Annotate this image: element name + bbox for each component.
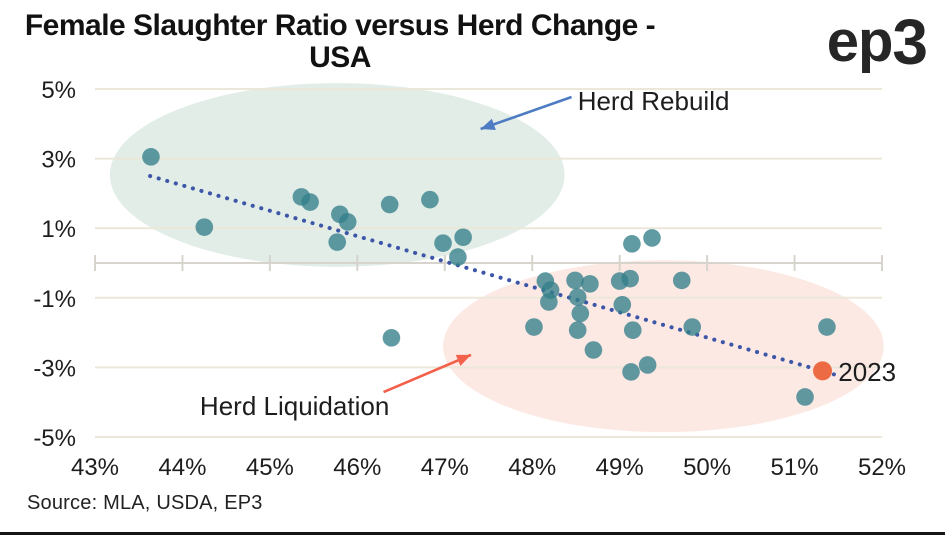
scatter-point xyxy=(566,271,584,290)
scatter-point xyxy=(584,341,603,359)
scatter-point xyxy=(301,193,319,211)
scatter-point xyxy=(142,148,160,166)
y-tick-label: -3% xyxy=(33,355,76,382)
scatter-point xyxy=(818,318,836,336)
y-tick-label: 5% xyxy=(41,77,76,104)
scatter-point xyxy=(672,271,691,290)
region-herd-rebuild xyxy=(109,83,565,267)
scatter-point xyxy=(338,213,357,231)
scatter-point xyxy=(623,321,642,339)
scatter-point xyxy=(568,288,587,306)
scatter-point xyxy=(449,248,467,266)
scatter-point xyxy=(328,233,347,251)
x-tick-label: 46% xyxy=(333,454,381,481)
scatter-point xyxy=(421,190,439,209)
highlight-label-2023: 2023 xyxy=(838,357,896,387)
y-tick-label: -5% xyxy=(33,425,76,452)
scatter-point xyxy=(195,218,214,236)
annotation-arrow-herd-rebuild xyxy=(480,95,573,131)
scatter-point xyxy=(796,388,814,406)
scatter-point xyxy=(568,321,587,339)
ep3-logo-three: 3 xyxy=(892,6,928,78)
annotation-arrow-herd-liquidation xyxy=(383,353,472,394)
annotation-label-herd-liquidation: Herd Liquidation xyxy=(200,391,389,421)
scatter-point xyxy=(454,228,472,247)
scatter-point xyxy=(540,293,558,311)
ep3-logo-ep: ep xyxy=(826,9,894,74)
x-tick-label: 50% xyxy=(683,454,731,481)
scatter-point xyxy=(581,275,599,293)
trend-line xyxy=(148,174,836,377)
x-tick-label: 51% xyxy=(771,454,819,481)
bottom-border xyxy=(0,532,945,535)
y-tick-label: 1% xyxy=(41,216,76,243)
y-tick-label: 3% xyxy=(41,147,76,174)
scatter-point xyxy=(638,356,657,374)
x-tick-label: 44% xyxy=(158,454,206,481)
x-tick-label: 48% xyxy=(508,454,556,481)
scatter-point xyxy=(683,318,702,336)
scatter-point xyxy=(621,269,639,288)
scatter-point xyxy=(434,234,452,252)
annotation-arrow-herd-rebuild-head xyxy=(480,118,496,131)
scatter-point xyxy=(380,195,399,214)
chart-title: Female Slaughter Ratio versus Herd Chang… xyxy=(0,9,680,75)
x-tick-label: 49% xyxy=(596,454,644,481)
x-tick-label: 43% xyxy=(71,454,119,481)
ep3-logo: ep3 xyxy=(826,2,928,78)
highlight-point-2023 xyxy=(813,361,833,381)
scatter-point xyxy=(525,318,543,336)
scatter-point xyxy=(643,229,661,247)
scatter-point xyxy=(382,329,401,347)
chart-title-line2: USA xyxy=(309,41,371,75)
annotation-arrow-herd-liquidation-head xyxy=(455,354,472,366)
scatter-point xyxy=(622,363,640,381)
chart-title-line1: Female Slaughter Ratio versus Herd Chang… xyxy=(24,9,656,42)
x-tick-label: 45% xyxy=(246,454,294,481)
scatter-point xyxy=(613,295,632,314)
x-tick-label: 52% xyxy=(858,454,906,481)
x-tick-label: 47% xyxy=(421,454,469,481)
y-tick-label: -1% xyxy=(33,286,76,313)
annotation-label-herd-rebuild: Herd Rebuild xyxy=(578,86,730,116)
region-herd-liquidation xyxy=(443,260,884,433)
scatter-point xyxy=(571,304,590,323)
scatter-point xyxy=(623,235,641,253)
source-note: Source: MLA, USDA, EP3 xyxy=(27,492,263,514)
